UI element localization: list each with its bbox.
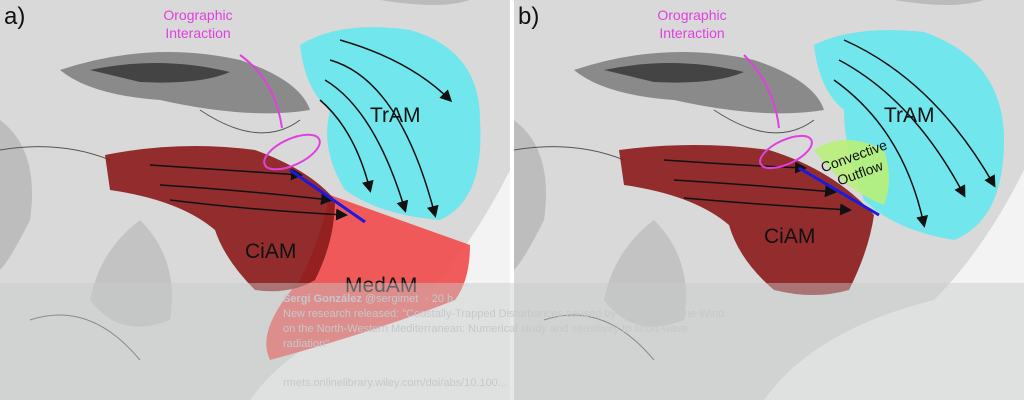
tweet-overlay[interactable]: Sergi González @sergimet · 20 h New rese… [0, 283, 1024, 400]
region-label: CiAM [764, 225, 815, 248]
tweet-time: · 20 h [425, 293, 453, 305]
annotation: Orographic [163, 7, 232, 23]
panel-b: b) Orographic Interaction TrAM CiAM Conv… [513, 0, 1024, 400]
ciam-region [619, 145, 874, 295]
outflow-region [814, 140, 889, 205]
annotation: Interaction [165, 25, 230, 41]
region-label: MedAM [345, 274, 417, 297]
annotation: Orographic [657, 7, 726, 23]
flow-arrows [663, 39, 996, 228]
tweet-link[interactable]: rmets.onlinelibrary.wiley.com/doi/abs/10… [283, 377, 507, 389]
region-label: TrAM [884, 104, 935, 127]
tweet-handle[interactable]: @sergimet [365, 293, 418, 305]
region-label: CiAM [245, 240, 296, 263]
tweet-text: New research released: "Coastally-Trappe… [283, 308, 724, 320]
panel-label: a) [4, 3, 25, 30]
medam-region [266, 195, 470, 360]
interaction-ellipse [263, 133, 321, 171]
region-label: TrAM [370, 104, 421, 127]
tweet-name[interactable]: Sergi González [283, 293, 362, 305]
tweet-text: radiation" [283, 338, 329, 350]
tram-region [300, 27, 481, 221]
flow-arrows [149, 39, 453, 221]
ciam-region [105, 146, 335, 292]
front-line [798, 166, 880, 217]
panel-a: a) Orographic Interaction TrAM CiAM MedA… [0, 0, 511, 400]
panel-label: b) [518, 3, 539, 30]
annotation-arrow [743, 54, 780, 129]
annotation: Interaction [659, 25, 724, 41]
tweet-text: on the North-Western Mediterranean: Nume… [283, 323, 688, 335]
front-line [289, 168, 366, 224]
overlay-band [0, 283, 1024, 400]
annotation-arrow [239, 54, 283, 129]
interaction-ellipse [759, 134, 813, 170]
